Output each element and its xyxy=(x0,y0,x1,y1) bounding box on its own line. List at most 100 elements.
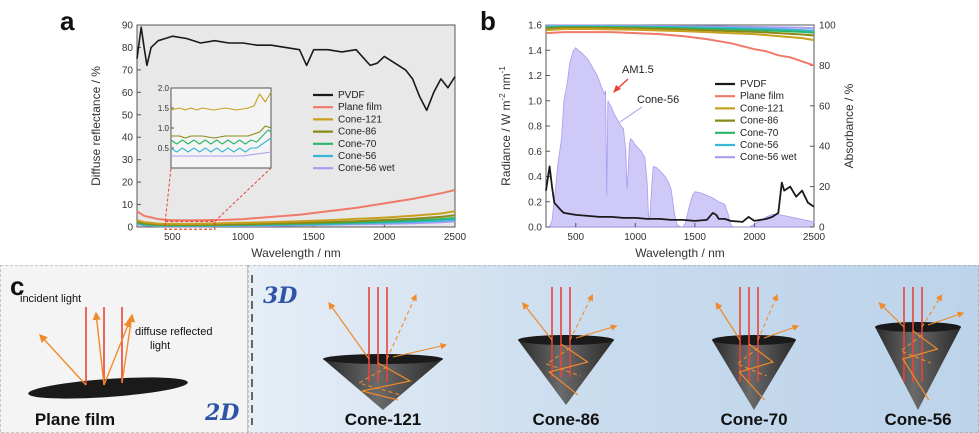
cone-body xyxy=(323,359,443,410)
a-xtick-label: 2000 xyxy=(373,232,396,243)
cone-reflected-ray xyxy=(386,293,417,360)
b-xtick-label: 1500 xyxy=(684,232,707,243)
a-legend-entry: PVDF xyxy=(338,90,365,101)
cone-body xyxy=(518,340,614,405)
b-legend-entry: PVDF xyxy=(740,79,767,90)
b-xtick-label: 500 xyxy=(567,232,584,243)
b-ytick-label: 1.4 xyxy=(528,46,542,57)
a-ytick-label: 90 xyxy=(122,21,134,32)
cone-label: Cone-56 xyxy=(884,410,951,429)
a-ytick-label: 0 xyxy=(127,223,133,234)
b-legend-entry: Cone-121 xyxy=(740,103,784,114)
panel-letter-c: c xyxy=(10,271,24,301)
a-inset-series-cone-70 xyxy=(170,129,272,145)
a-zoom-box xyxy=(164,220,216,230)
panel-c-left-bg xyxy=(0,265,249,433)
cones: Cone-121 Cone-86 Cone-70 Cone-56 xyxy=(323,287,965,429)
a-legend-entry: Cone-56 xyxy=(338,151,377,162)
chart-b: b 500 1000 1500 2000 25000.00.20.40.60.81.01… xyxy=(480,6,856,260)
b-series-cone-121 xyxy=(545,28,815,42)
plane-film-shape xyxy=(28,377,188,399)
b-series-cone-86 xyxy=(545,26,815,37)
b-y2tick-label: 80 xyxy=(819,61,831,72)
a-inset-ytick-label: 1.0 xyxy=(158,124,170,133)
panel-letter-b: b xyxy=(480,6,496,36)
incident-light-label: incident light xyxy=(20,293,81,305)
b-ytick-label: 0.0 xyxy=(528,223,542,234)
b-xlabel: Wavelength / nm xyxy=(635,246,725,260)
a-inset-series-cone-121 xyxy=(170,91,272,111)
a-inset-ytick-label: 1.5 xyxy=(158,104,170,113)
a-ytick-label: 30 xyxy=(122,155,134,166)
cone-rim xyxy=(712,335,796,345)
cone-bounce-ray xyxy=(736,347,767,377)
cone-bounce-ray xyxy=(357,366,402,396)
b-ytick-label: 0.2 xyxy=(528,197,542,208)
cone-reflected-ray xyxy=(927,311,965,326)
cone-bounce-ray xyxy=(545,347,581,377)
diffuse-label-1: diffuse reflected xyxy=(135,326,212,338)
cone-cone-86: Cone-86 xyxy=(518,287,618,429)
a-ylabel: Diffuse reflectance / % xyxy=(89,66,103,186)
cone-label: Cone-86 xyxy=(532,410,599,429)
a-legend-entry: Cone-121 xyxy=(338,114,382,125)
b-ticks: 500 1000 1500 2000 25000.00.20.40.60.81.01.2… xyxy=(528,21,836,244)
b-legend-entry: Cone-86 xyxy=(740,116,779,127)
a-series-plane-film xyxy=(136,189,456,222)
b-xtick-label: 1000 xyxy=(624,232,647,243)
a-xtick-label: 2500 xyxy=(444,232,467,243)
a-inset-series-cone-56-wet xyxy=(171,151,272,157)
cone-reflected-ray xyxy=(392,342,448,358)
diffuse-label-2: light xyxy=(150,340,170,352)
a-ytick-label: 40 xyxy=(122,133,134,144)
b-am15-spectrum xyxy=(549,47,815,228)
b-legend-entry: Plane film xyxy=(740,91,784,102)
b-ytick-label: 1.2 xyxy=(528,71,542,82)
b-ytick-label: 1.0 xyxy=(528,96,542,107)
annotation-am15: AM1.5 xyxy=(622,64,654,76)
cone-reflected-ray xyxy=(763,324,800,339)
b-ytick-label: 0.8 xyxy=(528,122,542,133)
panel-c-right-bg xyxy=(247,265,979,433)
a-zoom-connector xyxy=(164,167,172,222)
b-y2tick-label: 40 xyxy=(819,142,831,153)
cone-reflected-ray xyxy=(921,294,943,328)
a-series-cone-121 xyxy=(136,210,456,225)
a-zoom-connector xyxy=(214,167,272,222)
cone-reflected-ray xyxy=(569,294,593,341)
cone-rim xyxy=(875,322,961,332)
a-inset-series-cone-56 xyxy=(170,137,272,153)
b-ytick-label: 1.6 xyxy=(528,21,542,32)
cone-rim xyxy=(518,335,614,345)
plane-reflected-rays xyxy=(39,311,136,386)
cone-bounce-ray xyxy=(902,330,939,401)
b-y2label: Absorbance / % xyxy=(842,83,856,168)
a-xtick-label: 1000 xyxy=(232,232,255,243)
a-ytick-label: 70 xyxy=(122,65,134,76)
a-legend-entry: Plane film xyxy=(338,102,382,113)
a-legend-entry: Cone-70 xyxy=(338,139,377,150)
b-series-plane-film xyxy=(545,31,815,67)
a-ticks: 500 1000 1500 2000 2500 0 10 20 30 40 50 60 70 80 90 xyxy=(122,21,467,244)
a-xlabel: Wavelength / nm xyxy=(251,246,341,260)
panel-c: c incident light diffuse reflected light… xyxy=(0,265,979,433)
label-2d: 2D xyxy=(204,400,239,426)
b-xtick-label: 2000 xyxy=(743,232,766,243)
a-inset-ytick-label: 0.5 xyxy=(158,144,170,153)
cone-bounce-ray xyxy=(361,362,412,401)
cone-reflected-ray xyxy=(328,302,370,360)
a-xtick-label: 500 xyxy=(164,232,181,243)
a-legend-entry: Cone-86 xyxy=(338,127,377,138)
a-ytick-label: 60 xyxy=(122,88,134,99)
b-legend-entry: Cone-56 wet xyxy=(740,152,797,163)
annotation-am15-arrowhead xyxy=(613,85,621,93)
b-y2tick-label: 60 xyxy=(819,101,831,112)
plane-incident-rays xyxy=(85,307,123,385)
b-legend-entry: Cone-70 xyxy=(740,128,779,139)
cone-bounce-ray xyxy=(547,343,590,396)
b-legend-entry: Cone-56 xyxy=(740,140,779,151)
a-series xyxy=(136,26,456,228)
b-ylabel: Radiance / W m-2 nm-1 xyxy=(498,66,513,186)
